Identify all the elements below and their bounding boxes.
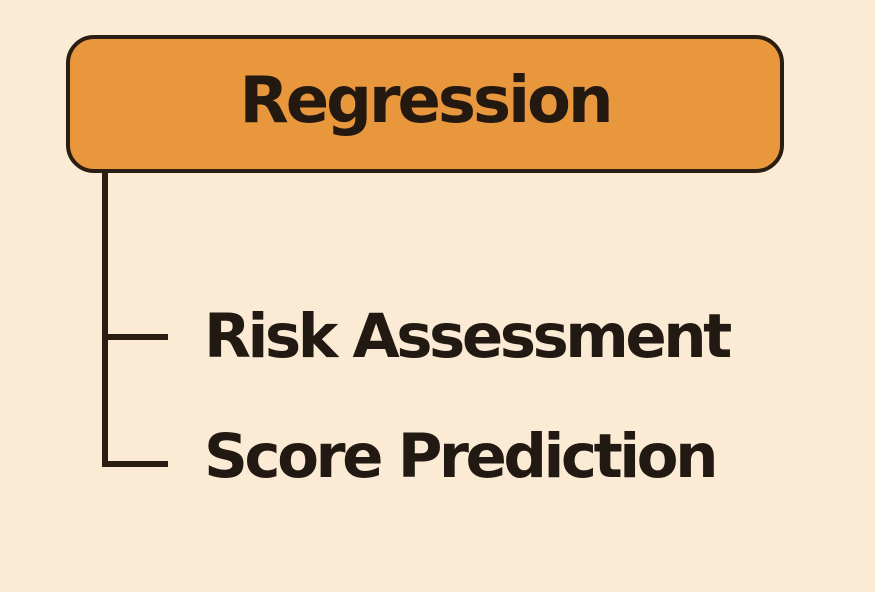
category-header-box: Regression <box>66 35 784 173</box>
category-title: Regression <box>239 64 613 138</box>
tree-branch-connector-2 <box>102 461 168 467</box>
child-item-score-prediction: Score Prediction <box>204 421 719 492</box>
tree-vertical-connector <box>102 171 108 467</box>
tree-branch-connector-1 <box>102 334 168 340</box>
child-item-risk-assessment: Risk Assessment <box>204 301 732 372</box>
